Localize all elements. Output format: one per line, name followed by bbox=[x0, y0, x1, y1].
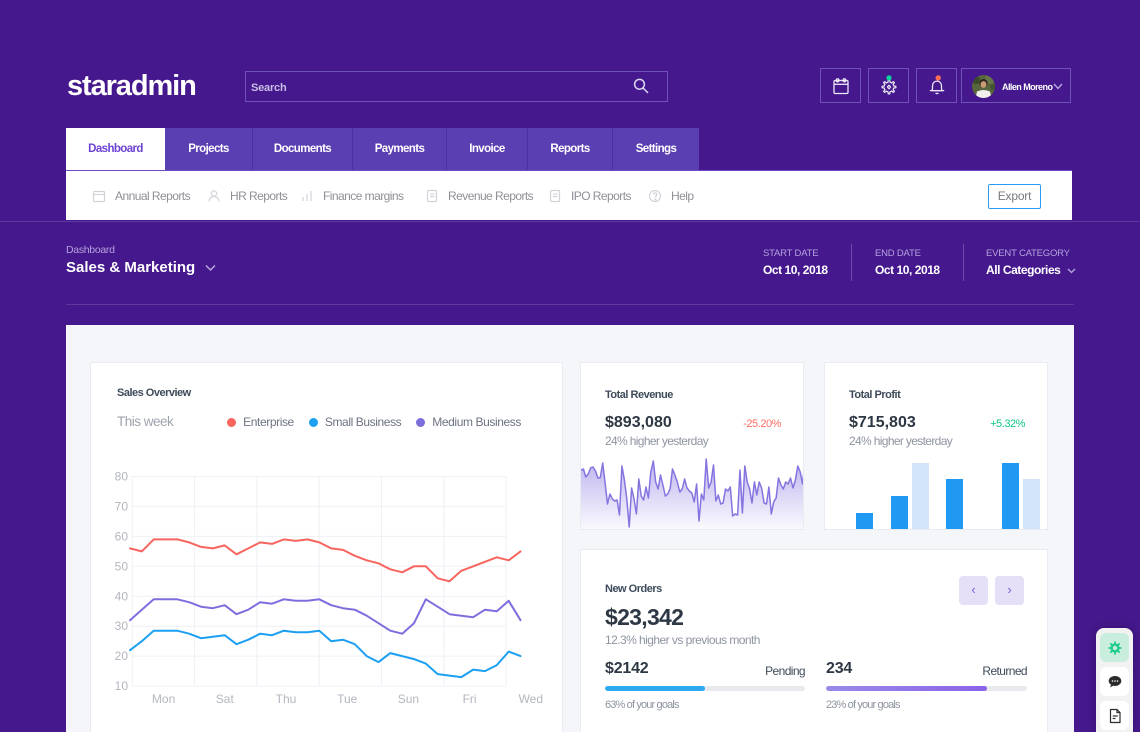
svg-text:80: 80 bbox=[115, 470, 129, 484]
svg-text:Wed: Wed bbox=[519, 692, 543, 706]
svg-text:10: 10 bbox=[115, 679, 129, 693]
svg-text:Fri: Fri bbox=[463, 692, 477, 706]
svg-text:Sun: Sun bbox=[398, 692, 419, 706]
svg-text:Sat: Sat bbox=[216, 692, 235, 706]
svg-text:60: 60 bbox=[115, 529, 129, 543]
svg-text:40: 40 bbox=[115, 589, 129, 603]
svg-text:Mon: Mon bbox=[152, 692, 175, 706]
svg-text:50: 50 bbox=[115, 559, 129, 573]
svg-text:20: 20 bbox=[115, 649, 129, 663]
svg-text:30: 30 bbox=[115, 619, 129, 633]
svg-text:70: 70 bbox=[115, 499, 129, 513]
svg-text:Thu: Thu bbox=[276, 692, 297, 706]
svg-text:Tue: Tue bbox=[337, 692, 358, 706]
